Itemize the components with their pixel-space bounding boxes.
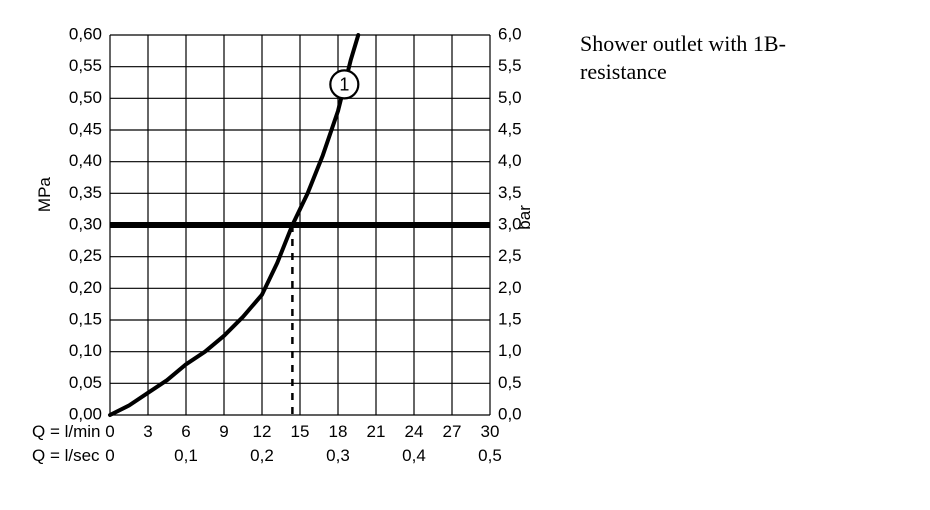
svg-text:0,0: 0,0 <box>498 404 522 423</box>
svg-text:MPa: MPa <box>35 177 54 213</box>
svg-text:0: 0 <box>105 446 114 465</box>
svg-text:1,0: 1,0 <box>498 341 522 360</box>
caption-line-1: Shower outlet with 1B- <box>580 31 786 56</box>
chart-caption: Shower outlet with 1B- resistance <box>580 30 880 85</box>
chart-svg: 10,000,050,100,150,200,250,300,350,400,4… <box>20 20 540 500</box>
svg-text:27: 27 <box>443 422 462 441</box>
svg-text:5,5: 5,5 <box>498 56 522 75</box>
svg-text:0,20: 0,20 <box>69 278 102 297</box>
svg-text:0: 0 <box>105 422 114 441</box>
caption-line-2: resistance <box>580 59 667 84</box>
svg-text:0,00: 0,00 <box>69 404 102 423</box>
svg-text:Q = l/min: Q = l/min <box>32 422 101 441</box>
svg-text:3: 3 <box>143 422 152 441</box>
svg-text:0,2: 0,2 <box>250 446 274 465</box>
svg-text:0,30: 0,30 <box>69 214 102 233</box>
svg-text:30: 30 <box>481 422 500 441</box>
svg-text:21: 21 <box>367 422 386 441</box>
svg-text:Q = l/sec: Q = l/sec <box>32 446 100 465</box>
svg-text:0,10: 0,10 <box>69 341 102 360</box>
svg-text:1: 1 <box>339 74 349 94</box>
svg-text:9: 9 <box>219 422 228 441</box>
svg-text:0,50: 0,50 <box>69 88 102 107</box>
svg-text:2,5: 2,5 <box>498 246 522 265</box>
svg-text:15: 15 <box>291 422 310 441</box>
flow-pressure-chart: 10,000,050,100,150,200,250,300,350,400,4… <box>20 20 540 500</box>
svg-text:5,0: 5,0 <box>498 88 522 107</box>
svg-text:0,15: 0,15 <box>69 309 102 328</box>
svg-text:0,05: 0,05 <box>69 373 102 392</box>
svg-text:3,5: 3,5 <box>498 183 522 202</box>
svg-text:bar: bar <box>515 205 534 230</box>
svg-text:0,1: 0,1 <box>174 446 198 465</box>
svg-text:0,45: 0,45 <box>69 119 102 138</box>
svg-text:0,55: 0,55 <box>69 56 102 75</box>
svg-text:18: 18 <box>329 422 348 441</box>
svg-text:2,0: 2,0 <box>498 278 522 297</box>
svg-text:6,0: 6,0 <box>498 24 522 43</box>
svg-text:6: 6 <box>181 422 190 441</box>
svg-text:0,3: 0,3 <box>326 446 350 465</box>
svg-text:4,5: 4,5 <box>498 119 522 138</box>
svg-text:12: 12 <box>253 422 272 441</box>
page-root: 10,000,050,100,150,200,250,300,350,400,4… <box>0 0 930 510</box>
svg-text:0,35: 0,35 <box>69 183 102 202</box>
svg-text:0,5: 0,5 <box>498 373 522 392</box>
svg-text:1,5: 1,5 <box>498 309 522 328</box>
svg-text:0,25: 0,25 <box>69 246 102 265</box>
svg-text:0,60: 0,60 <box>69 24 102 43</box>
svg-text:4,0: 4,0 <box>498 151 522 170</box>
svg-text:24: 24 <box>405 422 424 441</box>
svg-text:0,4: 0,4 <box>402 446 426 465</box>
svg-text:0,5: 0,5 <box>478 446 502 465</box>
svg-text:0,40: 0,40 <box>69 151 102 170</box>
